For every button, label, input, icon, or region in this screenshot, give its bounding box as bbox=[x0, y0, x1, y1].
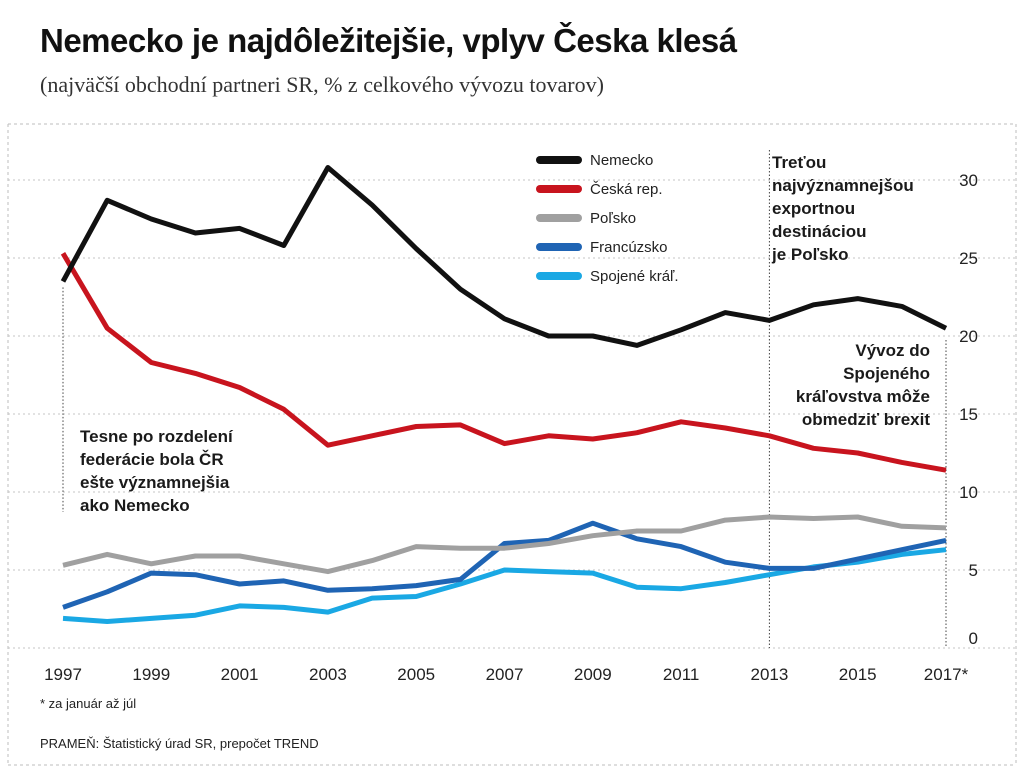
annotation-text: exportnou bbox=[772, 199, 855, 218]
series-line-nemecko bbox=[60, 165, 948, 348]
annotation-text: Tesne po rozdelení bbox=[80, 427, 234, 446]
grid-lines bbox=[8, 179, 1016, 649]
x-tick-label: 2005 bbox=[397, 665, 435, 684]
legend-label: Francúzsko bbox=[590, 239, 668, 256]
x-tick-label: 2011 bbox=[663, 665, 700, 684]
x-tick-label: 1999 bbox=[132, 665, 170, 684]
annotation-text: federácie bola ČR bbox=[80, 450, 224, 469]
y-tick-label: 15 bbox=[959, 405, 978, 424]
chart-title: Nemecko je najdôležitejšie, vplyv Česka … bbox=[40, 22, 737, 59]
annotation-text: ako Nemecko bbox=[80, 496, 190, 515]
series-lines bbox=[60, 165, 948, 624]
annotation-text: je Poľsko bbox=[771, 245, 848, 264]
annotation-text: Spojeného bbox=[843, 364, 930, 383]
x-tick-label: 2007 bbox=[486, 665, 524, 684]
legend-label: Spojené kráľ. bbox=[590, 268, 679, 285]
series-line--esk-rep bbox=[60, 252, 947, 473]
x-tick-label: 2013 bbox=[750, 665, 788, 684]
annotation-text: obmedziť brexit bbox=[802, 410, 930, 429]
x-tick-label: 2015 bbox=[839, 665, 877, 684]
annotation-text: ešte významnejšia bbox=[80, 473, 230, 492]
annotation-text: Vývoz do bbox=[855, 341, 930, 360]
chart-subtitle: (najväčší obchodní partneri SR, % z celk… bbox=[40, 72, 604, 97]
x-tick-label: 2003 bbox=[309, 665, 347, 684]
plot-frame bbox=[7, 123, 1017, 766]
x-tick-label: 2017* bbox=[924, 665, 969, 684]
x-tick-label: 1997 bbox=[44, 665, 82, 684]
annotation-text: kráľovstva môže bbox=[796, 387, 930, 406]
reference-lines bbox=[62, 150, 947, 648]
series-line-spojen-kr bbox=[62, 547, 947, 624]
y-tick-label: 10 bbox=[959, 483, 978, 502]
annotation-text: Treťou bbox=[772, 153, 826, 172]
x-axis-ticks: 1997 1999 2001 2003 2005 2007 2009 2011 2013 2015… bbox=[44, 665, 969, 684]
annotation-text: najvýznamnejšou bbox=[772, 176, 914, 195]
x-tick-label: 2001 bbox=[221, 665, 259, 684]
legend-label: Česká rep. bbox=[590, 181, 663, 198]
y-tick-label: 20 bbox=[959, 327, 978, 346]
annotation-text: destináciou bbox=[772, 222, 866, 241]
series-line-franc-zsko bbox=[62, 520, 947, 610]
annotations: Tesne po rozdelení federácie bola ČR ešte … bbox=[80, 153, 930, 515]
y-tick-label: 30 bbox=[959, 171, 978, 190]
y-axis-ticks: 0 5 10 15 20 25 30 bbox=[959, 171, 978, 648]
y-tick-label: 25 bbox=[959, 249, 978, 268]
legend: Nemecko Česká rep. Poľsko Francúzsko Spojené… bbox=[536, 152, 679, 285]
legend-label: Poľsko bbox=[590, 210, 636, 227]
footnote: * za január až júl bbox=[40, 696, 136, 711]
x-tick-label: 2009 bbox=[574, 665, 612, 684]
legend-label: Nemecko bbox=[590, 152, 653, 169]
source-note: PRAMEŇ: Štatistický úrad SR, prepočet TR… bbox=[40, 736, 319, 751]
y-tick-label: 0 bbox=[969, 629, 978, 648]
series-line-po-sko bbox=[62, 514, 947, 575]
y-tick-label: 5 bbox=[969, 561, 978, 580]
